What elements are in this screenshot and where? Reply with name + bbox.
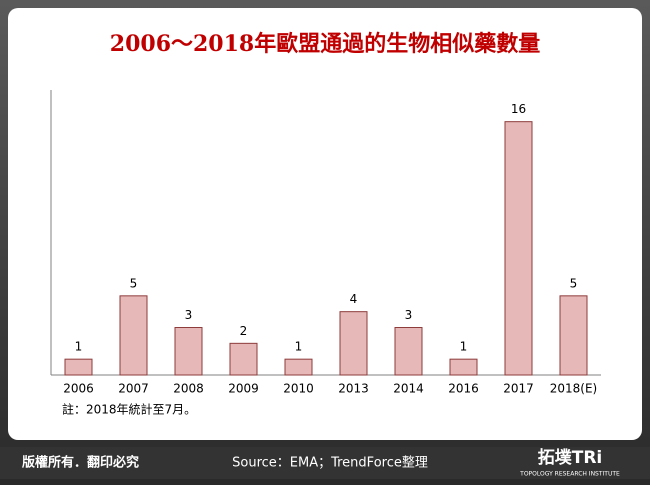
x-tick-label: 2006 bbox=[63, 382, 94, 396]
x-tick-label: 2014 bbox=[393, 382, 424, 396]
panel bbox=[8, 8, 642, 440]
value-label: 5 bbox=[130, 276, 138, 290]
bar bbox=[229, 342, 258, 376]
x-tick-label: 2010 bbox=[283, 382, 314, 396]
footer-bar bbox=[0, 447, 650, 479]
value-label: 1 bbox=[75, 340, 83, 354]
bar bbox=[504, 121, 533, 376]
value-label: 3 bbox=[185, 308, 193, 322]
chart-title: 2006～2018年歐盟通過的生物相似藥數量 bbox=[110, 31, 540, 57]
bar bbox=[174, 327, 203, 376]
bar bbox=[339, 311, 368, 376]
value-label: 1 bbox=[295, 340, 303, 354]
value-label: 2 bbox=[240, 324, 248, 338]
value-label: 1 bbox=[460, 340, 468, 354]
bar bbox=[394, 327, 423, 376]
copyright: 版權所有．翻印必究 bbox=[22, 455, 139, 471]
x-tick-label: 2018(E) bbox=[550, 382, 597, 396]
note: 註：2018年統計至7月。 bbox=[62, 402, 196, 417]
bar bbox=[119, 295, 148, 376]
value-label: 3 bbox=[405, 308, 413, 322]
bar bbox=[64, 358, 93, 376]
value-label: 5 bbox=[570, 276, 578, 290]
bar bbox=[284, 358, 313, 376]
value-label: 4 bbox=[350, 292, 358, 306]
x-tick-label: 2008 bbox=[173, 382, 204, 396]
source: Source：EMA；TrendForce整理 bbox=[232, 456, 428, 471]
bar bbox=[449, 358, 478, 376]
x-tick-label: 2009 bbox=[228, 382, 259, 396]
logo-subtitle: TOPOLOGY RESEARCH INSTITUTE bbox=[519, 471, 620, 478]
logo: 拓墣TRi bbox=[538, 448, 603, 468]
x-tick-label: 2007 bbox=[118, 382, 149, 396]
x-tick-label: 2013 bbox=[338, 382, 369, 396]
value-label: 16 bbox=[511, 102, 526, 116]
x-tick-label: 2016 bbox=[448, 382, 479, 396]
x-tick-label: 2017 bbox=[503, 382, 534, 396]
bar bbox=[559, 295, 588, 376]
